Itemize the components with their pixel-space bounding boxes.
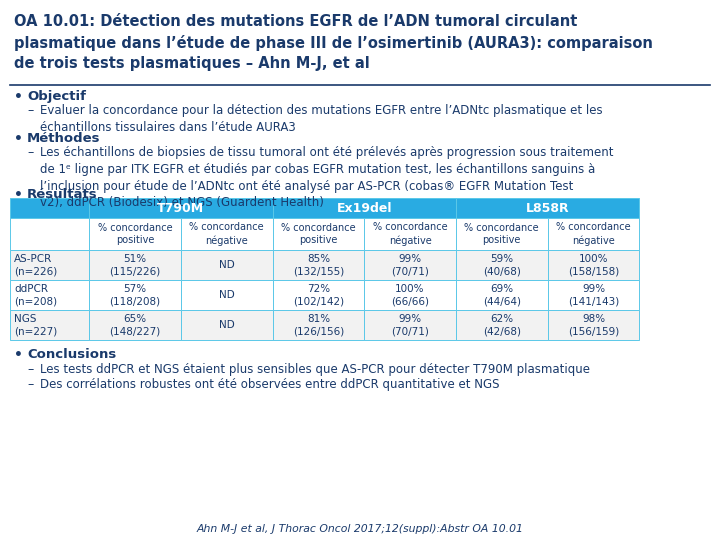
Text: 51%
(115/226): 51% (115/226) <box>109 254 161 276</box>
Bar <box>89 310 181 340</box>
Bar <box>89 280 181 310</box>
Text: % concordance
négative: % concordance négative <box>556 222 631 246</box>
Text: •: • <box>14 90 23 104</box>
Text: Les échantillons de biopsies de tissu tumoral ont été prélevés après progression: Les échantillons de biopsies de tissu tu… <box>40 146 613 210</box>
Text: –: – <box>27 378 33 391</box>
Text: 57%
(118/208): 57% (118/208) <box>109 284 161 306</box>
Text: 99%
(141/143): 99% (141/143) <box>568 284 619 306</box>
Text: ND: ND <box>219 320 235 330</box>
Bar <box>364 218 456 250</box>
Text: •: • <box>14 132 23 146</box>
Bar <box>272 218 364 250</box>
Text: 100%
(158/158): 100% (158/158) <box>568 254 619 276</box>
Text: NGS
(n=227): NGS (n=227) <box>14 314 58 336</box>
Bar <box>10 218 89 250</box>
Bar <box>181 250 272 280</box>
Text: 59%
(40/68): 59% (40/68) <box>483 254 521 276</box>
Bar <box>181 218 272 250</box>
Text: ND: ND <box>219 290 235 300</box>
Text: 98%
(156/159): 98% (156/159) <box>568 314 619 336</box>
Text: Evaluer la concordance pour la détection des mutations EGFR entre l’ADNtc plasma: Evaluer la concordance pour la détection… <box>40 104 603 134</box>
Bar <box>272 310 364 340</box>
Text: •: • <box>14 188 23 202</box>
Bar <box>272 250 364 280</box>
Text: % concordance
positive: % concordance positive <box>98 223 172 245</box>
Bar <box>548 250 639 280</box>
Text: ddPCR
(n=208): ddPCR (n=208) <box>14 284 57 306</box>
Text: Objectif: Objectif <box>27 90 86 103</box>
Text: T790M: T790M <box>157 201 204 214</box>
Text: Résultats: Résultats <box>27 188 98 201</box>
Bar <box>364 280 456 310</box>
Text: 100%
(66/66): 100% (66/66) <box>391 284 429 306</box>
Text: Ahn M-J et al, J Thorac Oncol 2017;12(suppl):Abstr OA 10.01: Ahn M-J et al, J Thorac Oncol 2017;12(su… <box>197 524 523 534</box>
Text: Des corrélations robustes ont été observées entre ddPCR quantitative et NGS: Des corrélations robustes ont été observ… <box>40 378 500 391</box>
Bar <box>10 250 89 280</box>
Bar <box>10 280 89 310</box>
Bar <box>548 280 639 310</box>
Bar <box>548 310 639 340</box>
Text: 62%
(42/68): 62% (42/68) <box>482 314 521 336</box>
Bar <box>456 250 548 280</box>
Text: 81%
(126/156): 81% (126/156) <box>293 314 344 336</box>
Bar <box>456 280 548 310</box>
Text: AS-PCR
(n=226): AS-PCR (n=226) <box>14 254 58 276</box>
Text: •: • <box>14 348 23 362</box>
Text: 72%
(102/142): 72% (102/142) <box>293 284 344 306</box>
Bar <box>272 198 456 218</box>
Bar <box>10 198 89 218</box>
Text: Les tests ddPCR et NGS étaient plus sensibles que AS-PCR pour détecter T790M pla: Les tests ddPCR et NGS étaient plus sens… <box>40 363 590 376</box>
Text: ND: ND <box>219 260 235 270</box>
Text: L858R: L858R <box>526 201 570 214</box>
Text: Conclusions: Conclusions <box>27 348 116 361</box>
Bar <box>89 218 181 250</box>
Text: % concordance
positive: % concordance positive <box>281 223 356 245</box>
Bar <box>548 218 639 250</box>
Bar <box>89 198 272 218</box>
Bar <box>181 310 272 340</box>
Bar <box>10 310 89 340</box>
Text: 65%
(148/227): 65% (148/227) <box>109 314 161 336</box>
Text: –: – <box>27 104 33 117</box>
Bar <box>181 280 272 310</box>
Bar <box>272 280 364 310</box>
Text: Méthodes: Méthodes <box>27 132 101 145</box>
Text: 99%
(70/71): 99% (70/71) <box>391 254 429 276</box>
Bar <box>89 250 181 280</box>
Text: 85%
(132/155): 85% (132/155) <box>293 254 344 276</box>
Bar <box>456 310 548 340</box>
Text: Ex19del: Ex19del <box>336 201 392 214</box>
Text: 69%
(44/64): 69% (44/64) <box>482 284 521 306</box>
Bar <box>364 310 456 340</box>
Bar <box>364 250 456 280</box>
Text: % concordance
négative: % concordance négative <box>373 222 447 246</box>
Bar <box>456 198 639 218</box>
Text: OA 10.01: Détection des mutations EGFR de l’ADN tumoral circulant
plasmatique da: OA 10.01: Détection des mutations EGFR d… <box>14 14 653 71</box>
Text: % concordance
positive: % concordance positive <box>464 223 539 245</box>
Bar <box>456 218 548 250</box>
Text: –: – <box>27 363 33 376</box>
Text: 99%
(70/71): 99% (70/71) <box>391 314 429 336</box>
Text: –: – <box>27 146 33 159</box>
Text: % concordance
négative: % concordance négative <box>189 222 264 246</box>
